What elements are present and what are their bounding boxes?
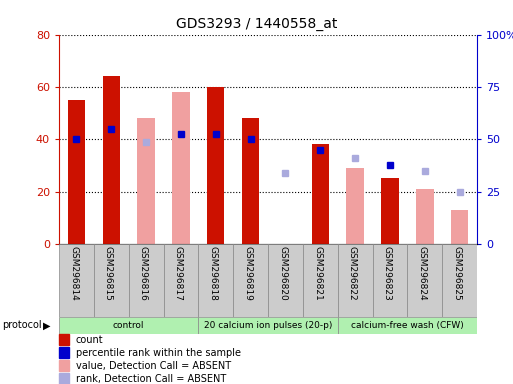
Bar bbox=[338, 244, 372, 317]
Bar bbox=[59, 317, 199, 334]
Text: control: control bbox=[113, 321, 145, 330]
Text: ▶: ▶ bbox=[43, 320, 50, 331]
Bar bbox=[59, 373, 69, 384]
Bar bbox=[416, 189, 433, 244]
Bar bbox=[94, 244, 129, 317]
Text: rank, Detection Call = ABSENT: rank, Detection Call = ABSENT bbox=[76, 374, 226, 384]
Bar bbox=[407, 244, 442, 317]
Bar bbox=[303, 244, 338, 317]
Text: GSM296821: GSM296821 bbox=[313, 246, 322, 301]
Bar bbox=[372, 244, 407, 317]
Text: count: count bbox=[76, 334, 103, 344]
Bar bbox=[233, 244, 268, 317]
Bar bbox=[242, 118, 260, 244]
Bar bbox=[103, 76, 120, 244]
Text: calcium-free wash (CFW): calcium-free wash (CFW) bbox=[351, 321, 464, 330]
Text: GDS3293 / 1440558_at: GDS3293 / 1440558_at bbox=[176, 17, 337, 31]
Text: GSM296822: GSM296822 bbox=[348, 246, 357, 301]
Bar bbox=[268, 244, 303, 317]
Text: protocol: protocol bbox=[3, 320, 42, 331]
Bar bbox=[59, 334, 69, 345]
Text: 20 calcium ion pulses (20-p): 20 calcium ion pulses (20-p) bbox=[204, 321, 332, 330]
Bar bbox=[59, 360, 69, 371]
Text: GSM296815: GSM296815 bbox=[104, 246, 113, 301]
Bar bbox=[381, 179, 399, 244]
Text: GSM296817: GSM296817 bbox=[174, 246, 183, 301]
Text: percentile rank within the sample: percentile rank within the sample bbox=[76, 348, 241, 358]
Bar bbox=[199, 317, 338, 334]
Bar bbox=[129, 244, 164, 317]
Bar bbox=[199, 244, 233, 317]
Bar bbox=[311, 144, 329, 244]
Bar bbox=[207, 87, 225, 244]
Text: GSM296824: GSM296824 bbox=[418, 246, 427, 301]
Text: value, Detection Call = ABSENT: value, Detection Call = ABSENT bbox=[76, 361, 231, 371]
Text: GSM296820: GSM296820 bbox=[278, 246, 287, 301]
Bar bbox=[68, 100, 85, 244]
Bar bbox=[137, 118, 155, 244]
Text: GSM296819: GSM296819 bbox=[243, 246, 252, 301]
Bar bbox=[346, 168, 364, 244]
Bar bbox=[59, 347, 69, 358]
Bar bbox=[338, 317, 477, 334]
Text: GSM296825: GSM296825 bbox=[452, 246, 461, 301]
Bar bbox=[172, 92, 190, 244]
Bar bbox=[164, 244, 199, 317]
Text: GSM296823: GSM296823 bbox=[383, 246, 392, 301]
Bar bbox=[442, 244, 477, 317]
Text: GSM296814: GSM296814 bbox=[69, 246, 78, 301]
Text: GSM296818: GSM296818 bbox=[208, 246, 218, 301]
Bar bbox=[451, 210, 468, 244]
Bar bbox=[59, 244, 94, 317]
Text: GSM296816: GSM296816 bbox=[139, 246, 148, 301]
